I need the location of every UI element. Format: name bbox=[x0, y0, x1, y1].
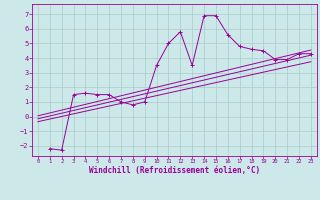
X-axis label: Windchill (Refroidissement éolien,°C): Windchill (Refroidissement éolien,°C) bbox=[89, 166, 260, 175]
